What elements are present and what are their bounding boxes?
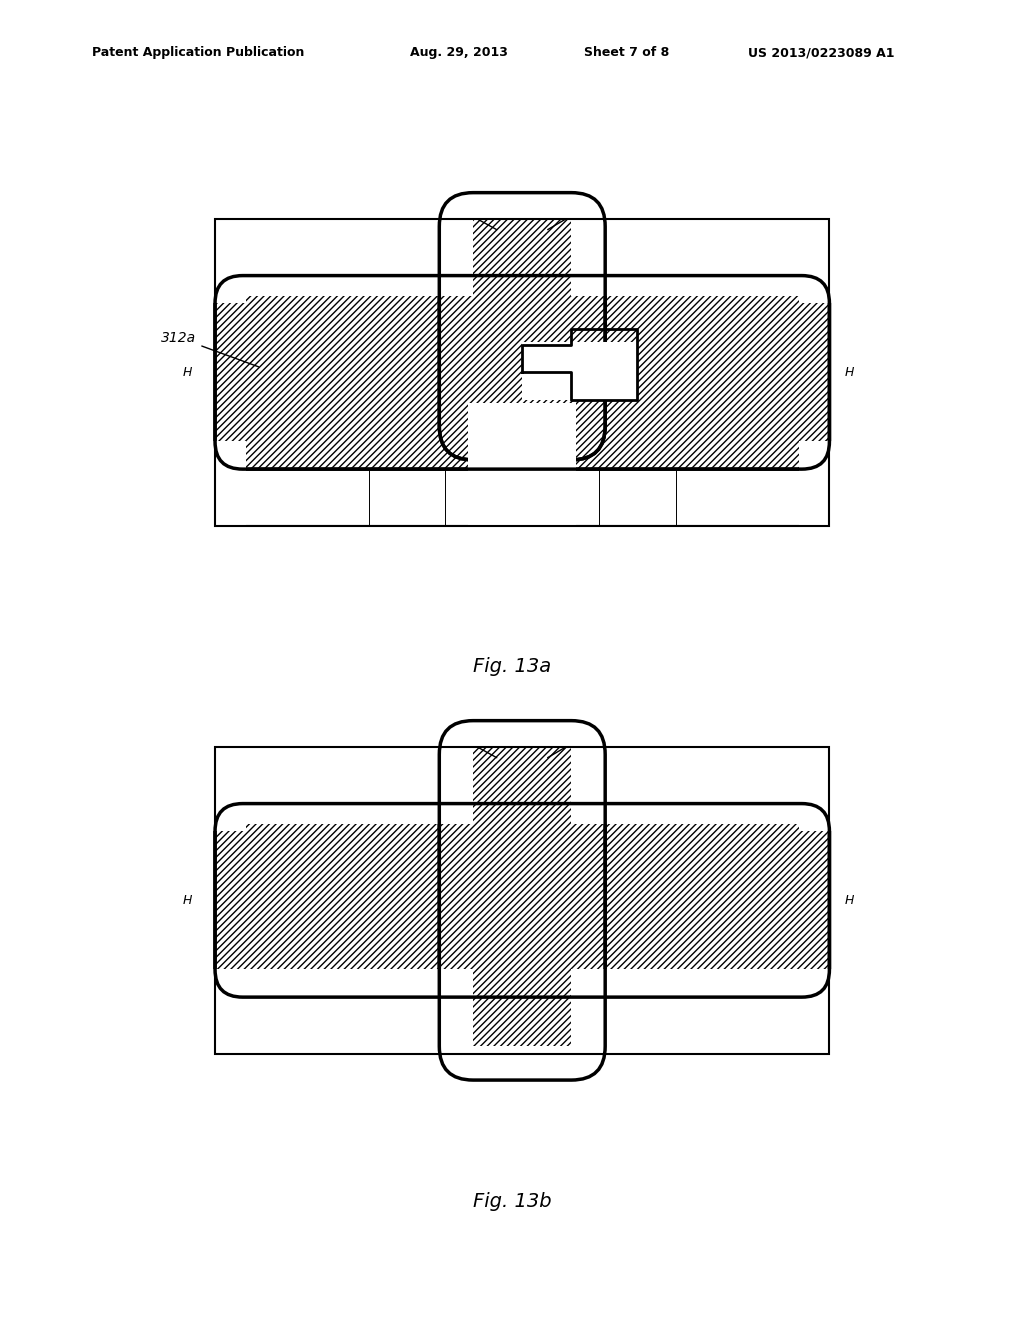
Bar: [799, 739, 906, 832]
Bar: [138, 143, 906, 219]
Text: 10°: 10°: [170, 520, 193, 532]
Text: H: H: [845, 894, 854, 907]
Bar: [138, 969, 246, 1053]
Text: 5°: 5°: [592, 1072, 606, 1085]
Bar: [571, 203, 909, 296]
Bar: [138, 739, 246, 832]
Text: US 2013/0223089 A1: US 2013/0223089 A1: [748, 46, 894, 59]
FancyBboxPatch shape: [215, 804, 829, 997]
Text: 5°: 5°: [178, 289, 193, 302]
FancyBboxPatch shape: [439, 721, 605, 1080]
Text: Aug. 29, 2013: Aug. 29, 2013: [410, 46, 508, 59]
Text: 10°: 10°: [170, 213, 193, 226]
Text: 20°: 20°: [204, 544, 226, 557]
Bar: [799, 969, 906, 1053]
Text: 5°: 5°: [438, 544, 453, 557]
Bar: [138, 525, 906, 603]
Text: 20°: 20°: [818, 1072, 841, 1085]
Bar: [138, 731, 473, 824]
Bar: [138, 211, 246, 304]
Text: 312a: 312a: [162, 330, 258, 367]
Text: 312: 312: [415, 713, 497, 758]
FancyBboxPatch shape: [215, 276, 829, 469]
Text: V: V: [518, 544, 526, 557]
Bar: [215, 747, 829, 1053]
Text: V: V: [518, 1072, 526, 1085]
Bar: [138, 969, 473, 1069]
Text: 312: 312: [548, 185, 626, 230]
Text: 10°: 10°: [665, 544, 687, 557]
Text: 10°: 10°: [170, 1048, 193, 1060]
Text: H: H: [182, 894, 193, 907]
Text: Patent Application Publication: Patent Application Publication: [92, 46, 304, 59]
Bar: [215, 747, 829, 1053]
Bar: [799, 441, 906, 525]
Bar: [138, 441, 246, 525]
Text: 10°: 10°: [665, 1072, 687, 1085]
Text: 5°: 5°: [178, 970, 193, 983]
Text: 10°: 10°: [170, 741, 193, 754]
Bar: [215, 219, 829, 525]
Text: Fig. 13b: Fig. 13b: [473, 1192, 551, 1210]
FancyBboxPatch shape: [439, 193, 605, 459]
Bar: [571, 731, 909, 824]
Text: V: V: [518, 194, 526, 206]
Text: 20°: 20°: [818, 544, 841, 557]
Text: Fig. 13a: Fig. 13a: [473, 657, 551, 676]
Bar: [138, 203, 473, 296]
Text: Sheet 7 of 8: Sheet 7 of 8: [584, 46, 669, 59]
Text: V: V: [518, 722, 526, 734]
Bar: [138, 1047, 906, 1131]
Text: 312a: 312a: [263, 979, 357, 1096]
Text: 5°: 5°: [178, 817, 193, 830]
Bar: [469, 426, 575, 525]
Bar: [522, 342, 637, 400]
Text: 5°: 5°: [438, 1072, 453, 1085]
Text: H: H: [182, 366, 193, 379]
Text: 20°: 20°: [204, 1072, 226, 1085]
Text: 5°: 5°: [178, 442, 193, 455]
Bar: [138, 671, 906, 747]
Text: 5°: 5°: [592, 544, 606, 557]
Bar: [215, 219, 829, 525]
Text: 10°: 10°: [357, 1072, 380, 1085]
Text: 10°: 10°: [357, 544, 380, 557]
Text: 312: 312: [548, 713, 626, 758]
Bar: [571, 969, 909, 1069]
Text: H: H: [845, 366, 854, 379]
Bar: [469, 403, 575, 434]
Text: 311: 311: [371, 528, 411, 568]
Text: 312: 312: [415, 185, 497, 230]
Bar: [799, 211, 906, 304]
